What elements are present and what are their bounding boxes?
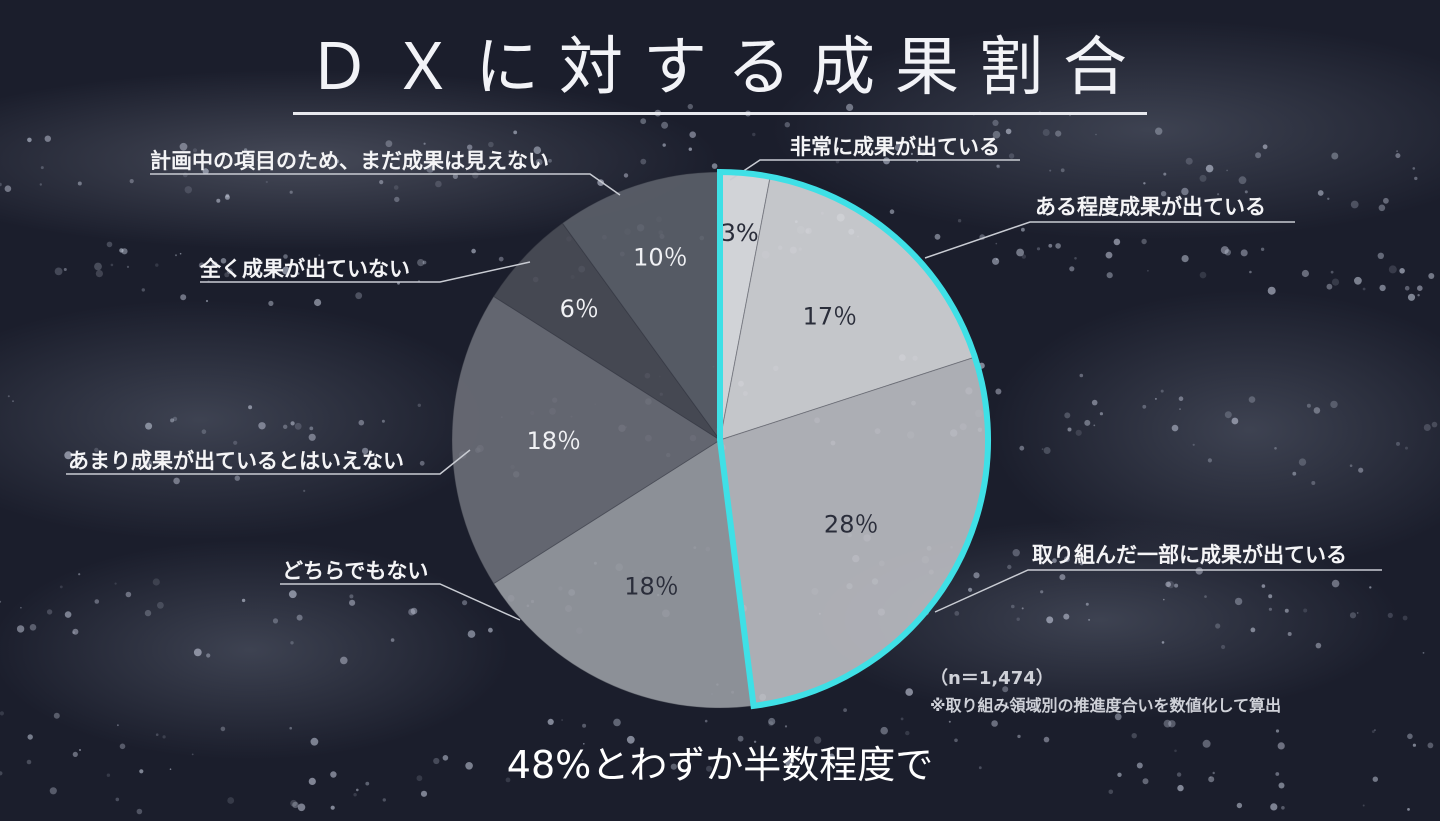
leader-line-1 (924, 221, 1295, 259)
label-not-very-effective: あまり成果が出ているとはいえない (68, 449, 404, 473)
slice-value-label-0: 3% (721, 219, 759, 247)
leader-line-2 (934, 569, 1382, 613)
label-somewhat-effective: ある程度成果が出ている (1035, 195, 1266, 219)
leader-line-3 (280, 583, 521, 621)
slice-value-label-2: 28％ (824, 510, 879, 538)
highlight-outline (717, 168, 992, 710)
slice-value-label-5: 6％ (560, 295, 599, 323)
sample-size-note: （n＝1,474） (930, 668, 1054, 689)
leader-line-4 (66, 449, 471, 475)
slice-value-label-4: 18％ (527, 427, 582, 455)
slice-value-label-6: 10％ (633, 244, 688, 272)
label-partially-effective: 取り組んだ一部に成果が出ている (1032, 543, 1347, 567)
pie-slice-4 (451, 295, 721, 585)
method-note: ※取り組み領域別の推進度合いを数値化して算出 (930, 696, 1282, 715)
label-neither: どちらでもない (282, 559, 429, 583)
leader-line-5 (200, 261, 531, 283)
chart-title: ＤＸに対する成果割合 (293, 28, 1147, 115)
caption-subtitle: 48%とわずか半数程度で (506, 743, 934, 787)
pie-slice-6 (561, 171, 721, 442)
pie-slice-3 (493, 439, 755, 709)
label-planning: 計画中の項目のため、まだ成果は見えない (150, 149, 549, 173)
label-very-effective: 非常に成果が出ている (790, 135, 1000, 159)
label-not-effective: 全く成果が出ていない (200, 257, 410, 281)
title-wrapper: ＤＸに対する成果割合 (0, 28, 1440, 115)
slice-value-label-3: 18％ (624, 573, 679, 601)
pie-slice-5 (493, 222, 721, 441)
slice-value-label-1: 17％ (803, 302, 858, 330)
leader-line-6 (150, 173, 621, 196)
